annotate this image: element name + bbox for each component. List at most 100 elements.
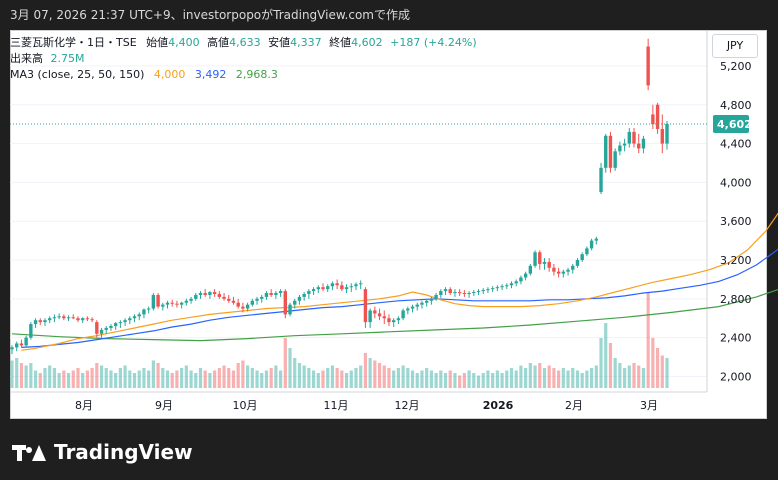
volume-bar: [566, 370, 570, 388]
volume-bar: [293, 358, 297, 388]
candle-body: [523, 273, 528, 278]
volume-bar: [236, 363, 240, 388]
candle-body: [245, 304, 250, 309]
candle-body: [453, 292, 457, 294]
candle-body: [368, 310, 372, 323]
volume-bar: [274, 365, 278, 388]
candle-body: [434, 294, 438, 299]
volume-bar: [165, 370, 170, 388]
x-tick-label: 9月: [155, 399, 173, 412]
high-value: 4,633: [229, 36, 261, 49]
candle-body: [283, 291, 288, 315]
candle-body: [71, 317, 75, 319]
volume-bar: [302, 365, 306, 388]
tradingview-logo[interactable]: TradingView: [12, 438, 193, 466]
candle-body: [637, 143, 641, 149]
open-label: 始値: [146, 36, 169, 49]
volume-bar: [288, 348, 292, 388]
chart-frame[interactable]: [10, 30, 767, 419]
last-price-label: 4,602: [717, 118, 752, 131]
volume-bar: [651, 338, 655, 388]
candle-body: [665, 123, 669, 144]
ma-label: MA3 (close, 25, 50, 150): [10, 68, 145, 81]
candle-body: [566, 269, 570, 272]
volume-bar: [528, 363, 532, 388]
candle-body: [113, 323, 118, 327]
volume-bar: [307, 368, 311, 388]
candle-body: [274, 293, 278, 295]
candle-body: [608, 135, 613, 168]
volume-bar: [180, 368, 184, 388]
volume-bar: [382, 365, 386, 388]
candle-body: [604, 135, 608, 168]
volume-bar: [15, 358, 19, 388]
candle-body: [533, 252, 537, 266]
candle-body: [660, 129, 664, 144]
volume-bar: [208, 373, 212, 388]
volume-bar: [655, 348, 660, 388]
volume-bar: [326, 368, 330, 388]
volume-bar: [213, 370, 217, 388]
volume-bar: [95, 363, 99, 388]
volume-bar: [104, 368, 108, 388]
candle-body: [340, 285, 344, 290]
volume-bar: [354, 368, 358, 388]
volume-label: 出来高: [10, 52, 43, 65]
volume-bar: [486, 370, 490, 388]
y-tick-label: 4,400: [720, 138, 752, 151]
volume-bar: [241, 360, 245, 388]
volume-bar: [458, 375, 462, 388]
x-tick-label: 11月: [324, 399, 349, 412]
candle-body: [490, 288, 495, 290]
change-value: +187 (+4.24%): [390, 36, 477, 49]
volume-bar: [222, 365, 226, 388]
candle-body: [236, 302, 240, 307]
low-value: 4,337: [290, 36, 322, 49]
caption-text: 3月 07, 2026 21:37 UTC+9、investorpopoがTra…: [10, 8, 410, 22]
brand-name: TradingView: [54, 440, 193, 464]
candle-body: [622, 143, 627, 146]
candle-body: [10, 347, 14, 350]
volume-bar: [170, 373, 174, 388]
candle-body: [448, 289, 452, 294]
candle-body: [552, 267, 556, 272]
volume-bar: [175, 370, 179, 388]
candle-body: [373, 310, 377, 314]
candle-body: [462, 293, 467, 295]
candle-body: [288, 304, 292, 315]
volume-bar: [415, 373, 419, 388]
candle-body: [396, 318, 401, 321]
candle-body: [255, 298, 259, 301]
candle-body: [391, 320, 396, 323]
volume-bar: [38, 373, 42, 388]
candle-body: [241, 306, 245, 309]
volume-bar: [128, 370, 132, 388]
candle-body: [52, 317, 57, 319]
volume-bar: [476, 375, 481, 388]
volume-bar: [184, 365, 188, 388]
candle-body: [467, 293, 471, 295]
volume-bar: [297, 363, 302, 388]
top-caption-bar: 3月 07, 2026 21:37 UTC+9、investorpopoがTra…: [0, 0, 778, 30]
candle-body: [212, 292, 217, 294]
x-tick-label: 2026: [483, 399, 514, 412]
candle-body: [514, 281, 518, 284]
volume-bar: [137, 370, 141, 388]
volume-bar: [264, 370, 269, 388]
volume-bar: [118, 368, 122, 388]
candle-body: [264, 293, 269, 297]
currency-button[interactable]: JPY: [712, 34, 758, 58]
candle-body: [85, 318, 90, 320]
candle-body: [260, 296, 264, 299]
volume-bar: [575, 370, 580, 388]
candle-body: [104, 327, 108, 330]
candle-body: [137, 314, 141, 317]
candle-body: [415, 304, 419, 307]
volume-bar: [622, 368, 627, 388]
volume-bar: [401, 365, 405, 388]
candle-body: [123, 320, 127, 323]
volume-bar: [147, 370, 151, 388]
candle-body: [655, 104, 660, 130]
ma-row: MA3 (close, 25, 50, 150) 4,000 3,492 2,9…: [10, 67, 477, 83]
